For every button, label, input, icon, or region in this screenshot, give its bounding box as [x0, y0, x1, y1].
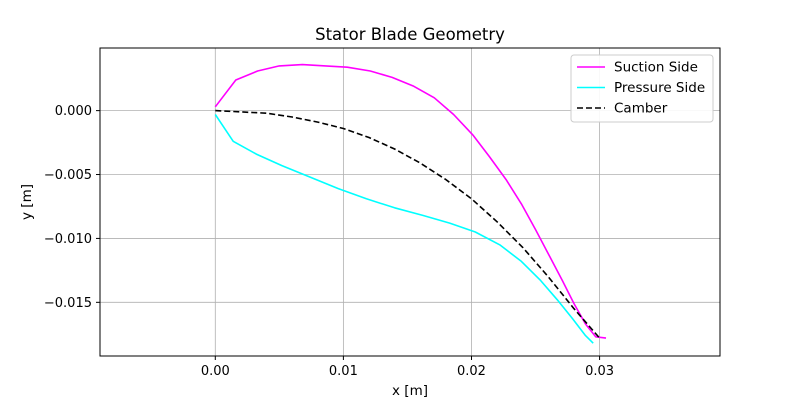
legend-label: Suction Side	[614, 60, 698, 76]
axis-ticks: 0.00 0.01 0.02 0.03 0.000 −0.005 −0.010 −0.015	[44, 104, 614, 379]
chart-title: Stator Blade Geometry	[315, 25, 505, 44]
x-axis-label: x [m]	[392, 383, 428, 399]
y-tick-label: 0.000	[55, 104, 92, 119]
legend: Suction Side Pressure Side Camber	[570, 54, 714, 123]
legend-label: Pressure Side	[614, 80, 705, 96]
x-tick-label: 0.02	[457, 364, 486, 379]
x-tick-label: 0.03	[585, 364, 614, 379]
plot-frame	[99, 47, 721, 357]
x-tick-label: 0.01	[329, 364, 358, 379]
y-axis-label: y [m]	[19, 184, 35, 220]
legend-label: Camber	[614, 101, 668, 117]
y-tick-label: −0.010	[44, 232, 92, 247]
legend-box	[570, 54, 714, 123]
x-tick-label: 0.00	[201, 364, 230, 379]
y-tick-label: −0.015	[44, 296, 92, 311]
series-line-suction-side	[214, 63, 607, 339]
series-line-camber	[215, 109, 601, 339]
plot-series	[214, 63, 607, 344]
series-line-pressure-side	[214, 114, 594, 344]
y-tick-label: −0.005	[44, 168, 92, 183]
